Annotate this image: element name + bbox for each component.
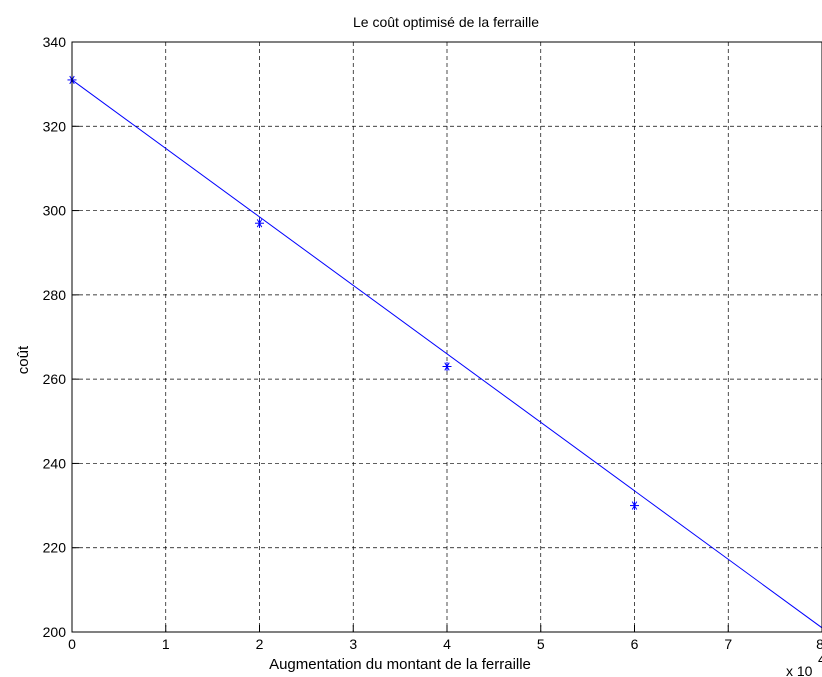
y-tick-label: 220	[43, 540, 67, 556]
x-axis-label: Augmentation du montant de la ferraille	[269, 656, 531, 673]
x-tick-label: 8	[816, 636, 822, 652]
data-point	[442, 362, 452, 371]
y-tick-label: 280	[43, 287, 67, 303]
y-axis-label: coût	[15, 345, 32, 374]
x-multiplier-base: x 10	[786, 663, 813, 677]
chart-title: Le coût optimisé de la ferraille	[353, 14, 539, 30]
x-tick-label: 6	[631, 636, 639, 652]
x-tick-label: 2	[256, 636, 264, 652]
y-tick-labels: 200 220 240 260 280 300 320 340	[43, 34, 67, 640]
y-tick-label: 240	[43, 455, 67, 471]
plot-frame	[71, 41, 822, 633]
x-multiplier-label: x 10	[786, 663, 813, 677]
x-tick-label: 7	[724, 636, 732, 652]
y-tick-label: 320	[43, 118, 67, 134]
x-tick-label: 3	[349, 636, 357, 652]
data-point	[255, 218, 264, 228]
x-multiplier-exponent: 4	[818, 651, 822, 667]
y-tick-label: 300	[43, 203, 67, 219]
data-point	[630, 501, 639, 511]
x-tick-label: 0	[68, 636, 76, 652]
y-tick-label: 260	[43, 371, 67, 387]
x-tick-label: 1	[162, 636, 170, 652]
series-line	[71, 79, 822, 629]
x-tick-label: 4	[443, 636, 451, 652]
y-tick-label: 340	[43, 34, 67, 50]
y-tick-label: 200	[43, 624, 67, 640]
x-tick-labels: 0 1 2 3 4 5 6 7 8	[68, 636, 822, 652]
x-tick-label: 5	[537, 636, 545, 652]
series-lines	[71, 79, 822, 629]
